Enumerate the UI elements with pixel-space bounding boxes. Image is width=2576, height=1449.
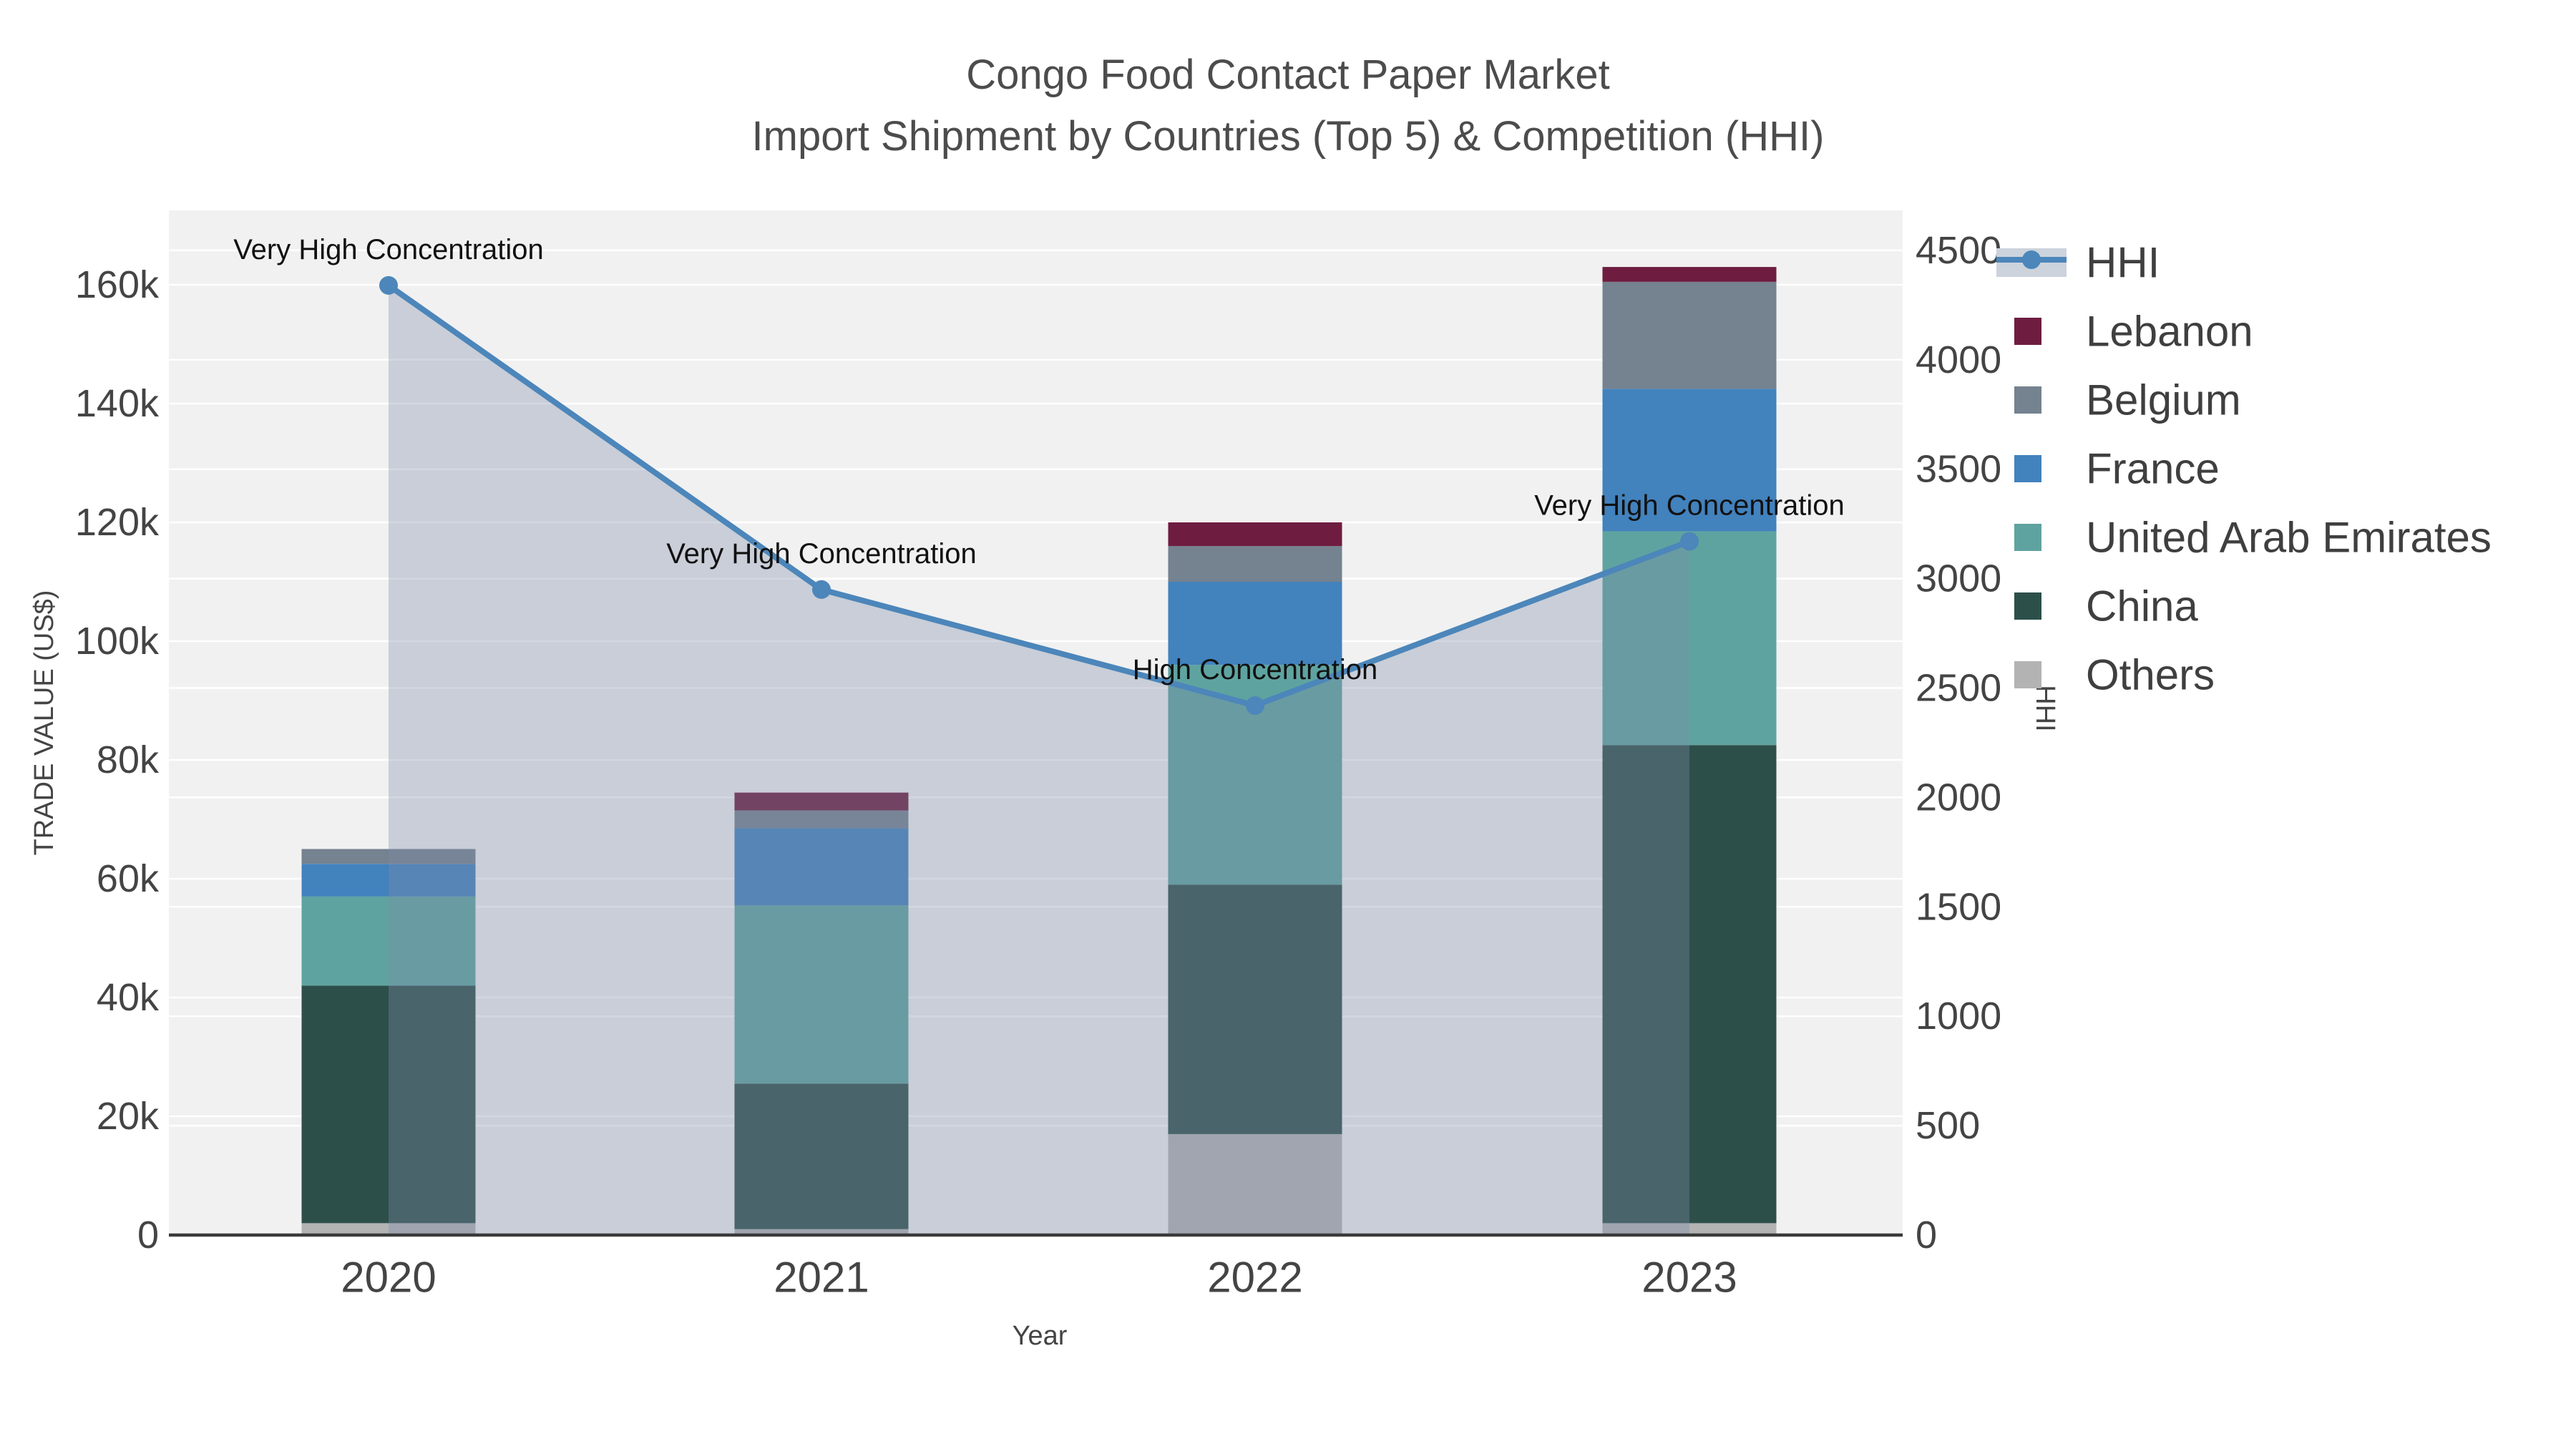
legend-swatch-icon xyxy=(2014,318,2041,345)
y-left-tick-100k: 100k xyxy=(75,620,160,663)
chart-title-line2: Import Shipment by Countries (Top 5) & C… xyxy=(751,113,1825,160)
bar-segment-belgium-2021[interactable] xyxy=(734,810,909,829)
hhi-line xyxy=(386,283,1691,708)
bar-segment-belgium-2023[interactable] xyxy=(1602,281,1777,389)
bar-segment-others-2022[interactable] xyxy=(1168,1133,1342,1235)
legend-label: United Arab Emirates xyxy=(2086,514,2492,562)
legend-item-others[interactable]: Others xyxy=(2014,651,2215,699)
bar-segment-china-2023[interactable] xyxy=(1602,745,1777,1224)
legend-item-united-arab-emirates[interactable]: United Arab Emirates xyxy=(2014,514,2492,562)
x-tick-2021: 2021 xyxy=(774,1254,869,1302)
bar-segment-belgium-2022[interactable] xyxy=(1168,546,1342,582)
legend-swatch-icon xyxy=(2014,592,2041,620)
bar-2023 xyxy=(1602,267,1777,1235)
y-right-tick-1500: 1500 xyxy=(1916,885,2001,928)
annotation-2023: Very High Concentration xyxy=(1534,490,1845,522)
x-tick-2023: 2023 xyxy=(1641,1254,1737,1302)
chart-title-line1: Congo Food Contact Paper Market xyxy=(966,52,1610,98)
bar-segment-france-2020[interactable] xyxy=(301,864,476,897)
y-left-axis-title: TRADE VALUE (US$) xyxy=(29,590,59,856)
bar-segment-france-2021[interactable] xyxy=(734,828,909,906)
bar-segment-lebanon-2023[interactable] xyxy=(1602,267,1777,282)
annotation-2022: High Concentration xyxy=(1133,654,1377,686)
bar-segment-united-arab-emirates-2020[interactable] xyxy=(301,896,476,986)
bar-segment-united-arab-emirates-2023[interactable] xyxy=(1602,531,1777,746)
bar-2022 xyxy=(1168,522,1342,1235)
bar-segment-france-2023[interactable] xyxy=(1602,389,1777,532)
bar-segment-china-2022[interactable] xyxy=(1168,884,1342,1134)
y-right-tick-4000: 4000 xyxy=(1916,338,2001,381)
legend-label: Belgium xyxy=(2086,376,2241,424)
bar-segment-france-2022[interactable] xyxy=(1168,582,1342,665)
y-left-tick-80k: 80k xyxy=(97,738,160,781)
y-left-tick-0: 0 xyxy=(137,1214,159,1257)
legend-swatch-icon xyxy=(2014,455,2041,482)
bar-segment-belgium-2020[interactable] xyxy=(301,849,476,864)
legend-item-hhi[interactable]: HHI xyxy=(1996,239,2160,287)
annotation-2020: Very High Concentration xyxy=(233,234,544,265)
y-left-tick-120k: 120k xyxy=(75,501,160,544)
y-right-axis-title: HHI xyxy=(2030,685,2060,731)
bar-segment-others-2020[interactable] xyxy=(301,1223,476,1235)
y-right-tick-2000: 2000 xyxy=(1916,776,2001,819)
bar-2020 xyxy=(301,849,476,1235)
y-left-tick-160k: 160k xyxy=(75,263,160,306)
y-left-tick-40k: 40k xyxy=(97,976,160,1019)
legend-swatch-icon xyxy=(2014,524,2041,551)
hhi-marker-2021[interactable] xyxy=(812,580,831,599)
legend-label: HHI xyxy=(2086,239,2160,287)
legend-item-lebanon[interactable]: Lebanon xyxy=(2014,308,2253,356)
bar-segment-others-2021[interactable] xyxy=(734,1229,909,1235)
bar-2021 xyxy=(734,792,909,1235)
bar-segment-china-2020[interactable] xyxy=(301,985,476,1224)
legend-item-china[interactable]: China xyxy=(2014,582,2198,630)
y-right-tick-1000: 1000 xyxy=(1916,995,2001,1038)
legend-item-belgium[interactable]: Belgium xyxy=(2014,376,2241,424)
bar-segment-china-2021[interactable] xyxy=(734,1083,909,1229)
bar-segment-lebanon-2021[interactable] xyxy=(734,792,909,811)
legend-label: France xyxy=(2086,445,2220,493)
legend-label: China xyxy=(2086,582,2198,630)
y-left-tick-60k: 60k xyxy=(97,857,160,900)
hhi-marker-2023[interactable] xyxy=(1680,532,1699,551)
legend: HHI Lebanon Belgium France United Arab Emira… xyxy=(1996,239,2492,699)
legend-label: Lebanon xyxy=(2086,308,2253,356)
legend-label: Others xyxy=(2086,651,2215,699)
hhi-marker-2020[interactable] xyxy=(379,275,398,295)
y-right-tick-3500: 3500 xyxy=(1916,448,2001,491)
y-right-tick-3000: 3000 xyxy=(1916,557,2001,600)
x-tick-2022: 2022 xyxy=(1207,1254,1302,1302)
y-right-tick-0: 0 xyxy=(1916,1214,1937,1257)
y-right-tick-2500: 2500 xyxy=(1916,667,2001,710)
legend-hhi-marker-icon xyxy=(2022,250,2041,269)
legend-swatch-icon xyxy=(2014,661,2041,688)
legend-swatch-icon xyxy=(2014,386,2041,414)
y-left-tick-140k: 140k xyxy=(75,382,160,425)
annotation-2021: Very High Concentration xyxy=(666,538,977,570)
chart-title: Congo Food Contact Paper Market Import S… xyxy=(0,44,2576,167)
hhi-area-fill xyxy=(389,285,1689,1235)
x-axis-title: Year xyxy=(1013,1321,1068,1351)
bar-segment-united-arab-emirates-2021[interactable] xyxy=(734,905,909,1084)
bar-segment-lebanon-2022[interactable] xyxy=(1168,522,1342,547)
y-right-tick-4500: 4500 xyxy=(1916,229,2001,272)
legend-item-france[interactable]: France xyxy=(2014,445,2220,493)
y-right-tick-500: 500 xyxy=(1916,1104,1980,1147)
x-tick-2020: 2020 xyxy=(341,1254,436,1302)
hhi-marker-2022[interactable] xyxy=(1246,696,1264,715)
bar-segment-others-2023[interactable] xyxy=(1602,1223,1777,1235)
y-left-tick-20k: 20k xyxy=(97,1095,160,1138)
